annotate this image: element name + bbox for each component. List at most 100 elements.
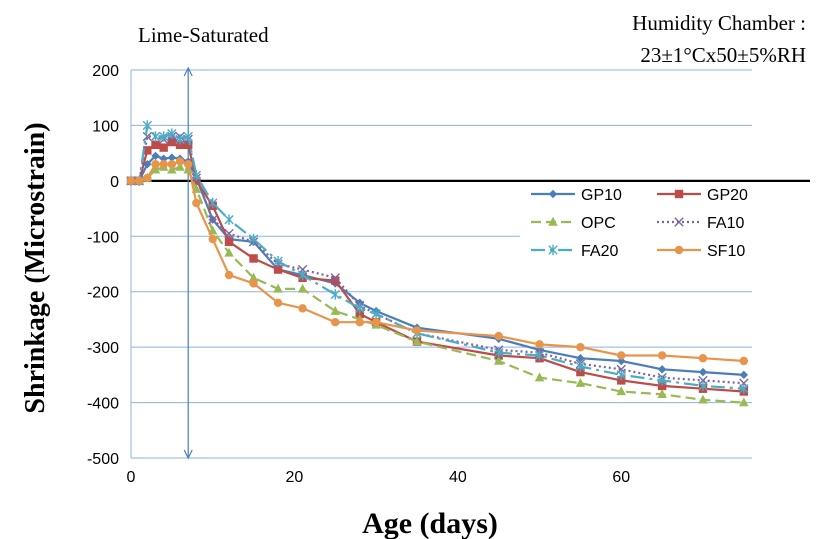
data-point-gp10: [576, 354, 585, 363]
data-point-gp20: [224, 237, 234, 247]
data-point-opc: [224, 247, 234, 257]
legend-marker-fa20: [548, 244, 558, 256]
data-point-sf10: [657, 351, 667, 360]
data-point-sf10: [494, 331, 503, 341]
data-point-sf10: [412, 326, 422, 335]
data-point-fa20: [158, 131, 169, 142]
data-point-opc: [412, 336, 422, 346]
data-point-fa20: [142, 120, 153, 131]
legend-label-gp10: GP10: [581, 187, 622, 204]
data-point-opc: [739, 397, 749, 407]
data-point-gp20: [167, 137, 177, 147]
data-point-sf10: [273, 298, 283, 307]
data-point-fa20: [208, 197, 218, 209]
legend-marker-gp20: [674, 189, 684, 199]
data-point-fa20: [494, 347, 504, 358]
y-tick-label: -500: [87, 451, 119, 468]
data-point-opc: [657, 389, 667, 398]
data-point-gp20: [249, 254, 258, 263]
x-tick-labels: 0 20 40 60: [127, 469, 631, 486]
data-point-sf10: [576, 342, 585, 352]
legend-label-opc: OPC: [581, 215, 616, 232]
reference-arrow-top: [183, 66, 193, 77]
y-tick-label: 0: [110, 174, 119, 191]
y-tick-label: -300: [87, 340, 119, 357]
y-tick-label: -100: [87, 229, 119, 246]
data-point-fa20: [150, 131, 161, 142]
data-point-opc: [534, 372, 545, 382]
data-point-fa20: [297, 269, 308, 281]
series-layer: [126, 120, 749, 407]
chamber-annotation-line1: Humidity Chamber :: [632, 11, 806, 35]
data-point-gp10: [167, 153, 177, 162]
data-point-opc: [150, 164, 161, 174]
data-point-opc: [493, 355, 504, 365]
data-point-fa20: [183, 131, 193, 142]
data-point-opc: [698, 394, 708, 404]
data-point-gp20: [576, 367, 585, 377]
legend-item-fa20: FA20: [531, 243, 618, 260]
data-point-gp20: [192, 176, 201, 186]
data-point-gp10: [739, 370, 749, 380]
legend-label-gp20: GP20: [707, 187, 748, 204]
data-point-opc: [273, 283, 283, 293]
legend-marker-sf10: [674, 245, 684, 255]
data-point-sf10: [208, 234, 217, 244]
data-point-fa20: [224, 214, 234, 225]
x-tick-label: 0: [127, 469, 136, 486]
data-point-sf10: [535, 340, 544, 349]
legend-marker-opc: [548, 216, 558, 226]
data-point-gp20: [617, 376, 626, 385]
data-point-sf10: [183, 160, 193, 169]
data-point-fa20: [248, 233, 259, 245]
data-point-sf10: [739, 356, 749, 366]
data-point-gp20: [657, 381, 667, 391]
legend: GP10 GP20 OPC FA10 FA20 SF10: [520, 182, 760, 272]
data-point-fa20: [175, 134, 185, 145]
data-point-fa20: [575, 361, 586, 372]
data-point-fa10: [224, 228, 234, 239]
legend-label-fa10: FA10: [707, 215, 744, 232]
legend-label-fa20: FA20: [581, 243, 618, 260]
x-axis-title: Age (days): [362, 507, 498, 539]
data-point-sf10: [134, 176, 144, 186]
data-point-sf10: [249, 279, 258, 288]
y-tick-labels: 200 100 0 -100 -200 -300 -400 -500: [87, 63, 119, 468]
data-point-opc: [167, 164, 177, 174]
data-point-gp20: [331, 276, 340, 285]
data-point-fa20: [698, 380, 708, 392]
data-point-sf10: [143, 173, 152, 183]
legend-marker-gp10: [548, 189, 558, 199]
legend-item-gp20: GP20: [657, 187, 748, 204]
data-point-gp20: [355, 309, 364, 319]
data-point-opc: [330, 305, 340, 315]
data-point-sf10: [617, 351, 626, 360]
legend-item-opc: OPC: [531, 215, 616, 232]
data-point-fa10: [208, 214, 218, 225]
series-sf10: [126, 157, 749, 366]
y-tick-label: 200: [92, 63, 119, 80]
data-point-fa20: [273, 256, 283, 267]
y-tick-label: -400: [87, 396, 119, 413]
legend-marker-fa10: [674, 217, 684, 227]
data-point-sf10: [298, 304, 307, 313]
data-point-gp20: [273, 265, 283, 274]
legend-item-fa10: FA10: [657, 215, 744, 232]
data-point-sf10: [698, 354, 708, 363]
y-tick-label: 100: [92, 118, 119, 135]
data-point-fa20: [371, 308, 381, 320]
legend-background: [520, 182, 760, 272]
data-point-sf10: [151, 160, 160, 169]
data-point-fa10: [142, 131, 153, 142]
data-point-fa20: [739, 383, 749, 394]
x-tick-label: 40: [449, 469, 467, 486]
data-point-opc: [616, 386, 626, 396]
data-point-opc: [575, 377, 586, 387]
data-point-sf10: [167, 160, 177, 169]
data-point-fa20: [355, 303, 365, 314]
data-point-opc: [297, 283, 308, 293]
data-point-sf10: [175, 157, 185, 166]
data-point-sf10: [331, 318, 340, 327]
data-point-fa10: [330, 273, 340, 283]
